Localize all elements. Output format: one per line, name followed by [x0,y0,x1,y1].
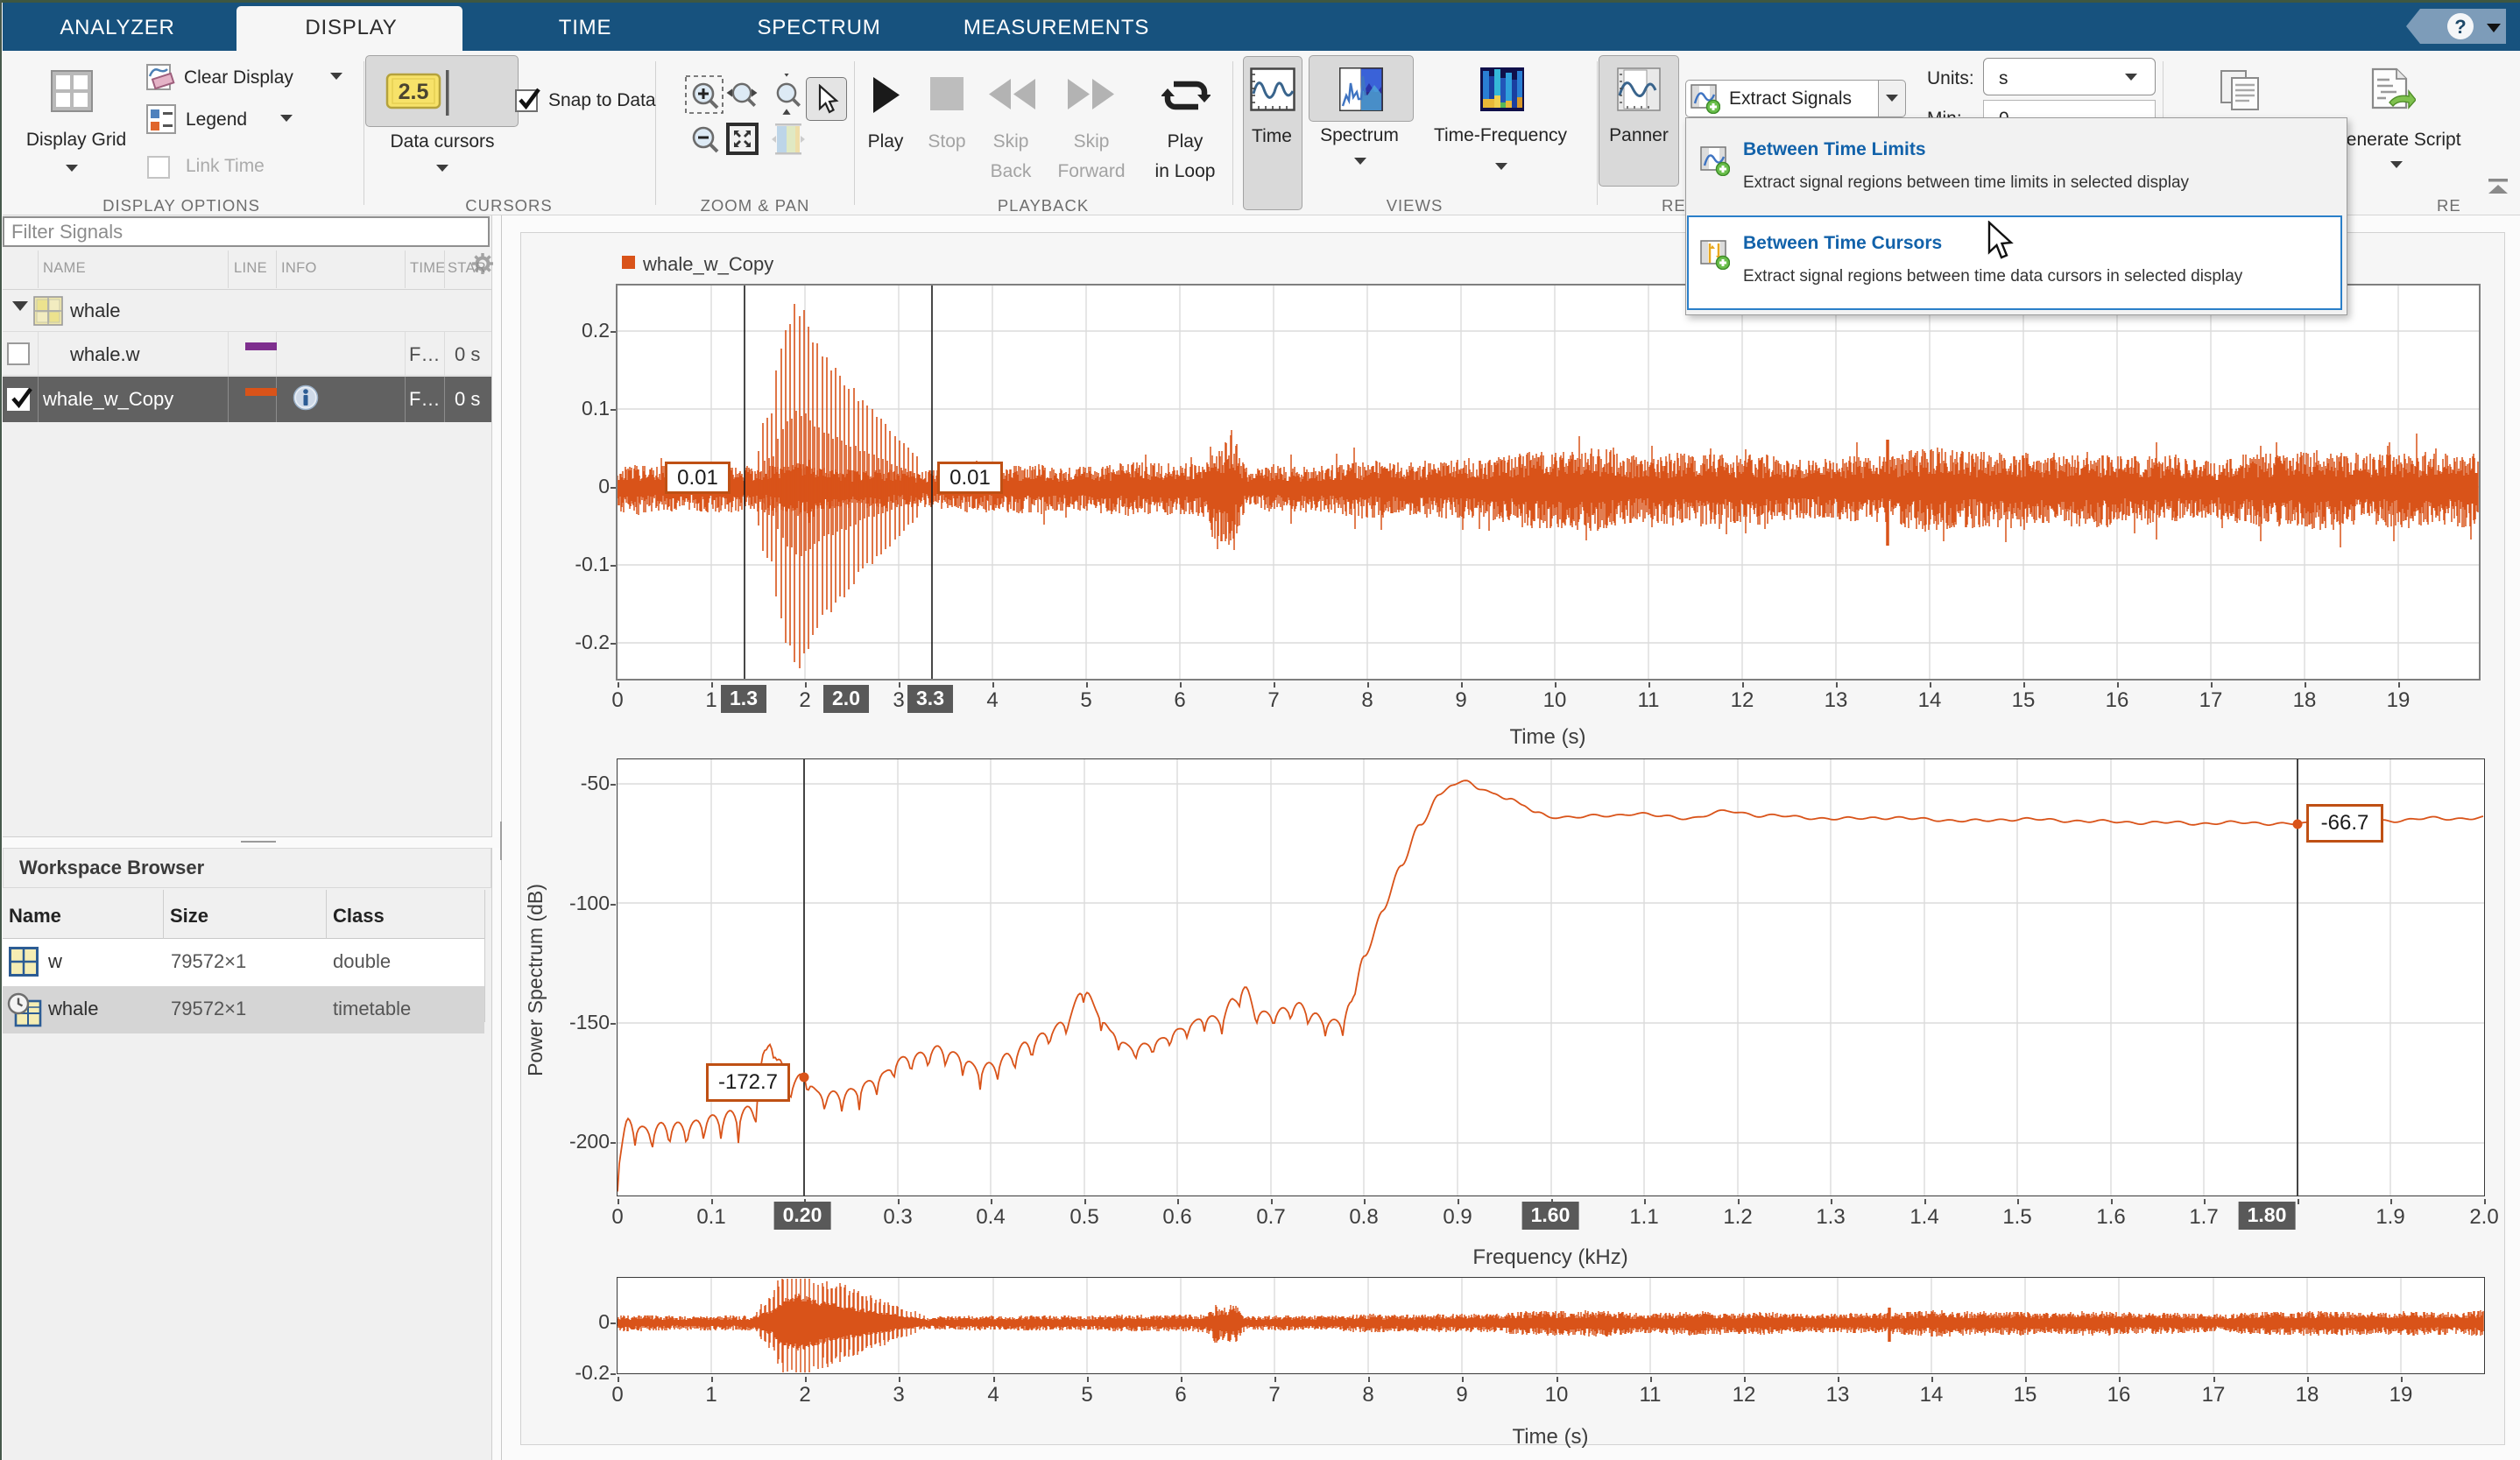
svg-text:?: ? [2454,16,2466,38]
svg-text:2.5: 2.5 [399,80,429,104]
